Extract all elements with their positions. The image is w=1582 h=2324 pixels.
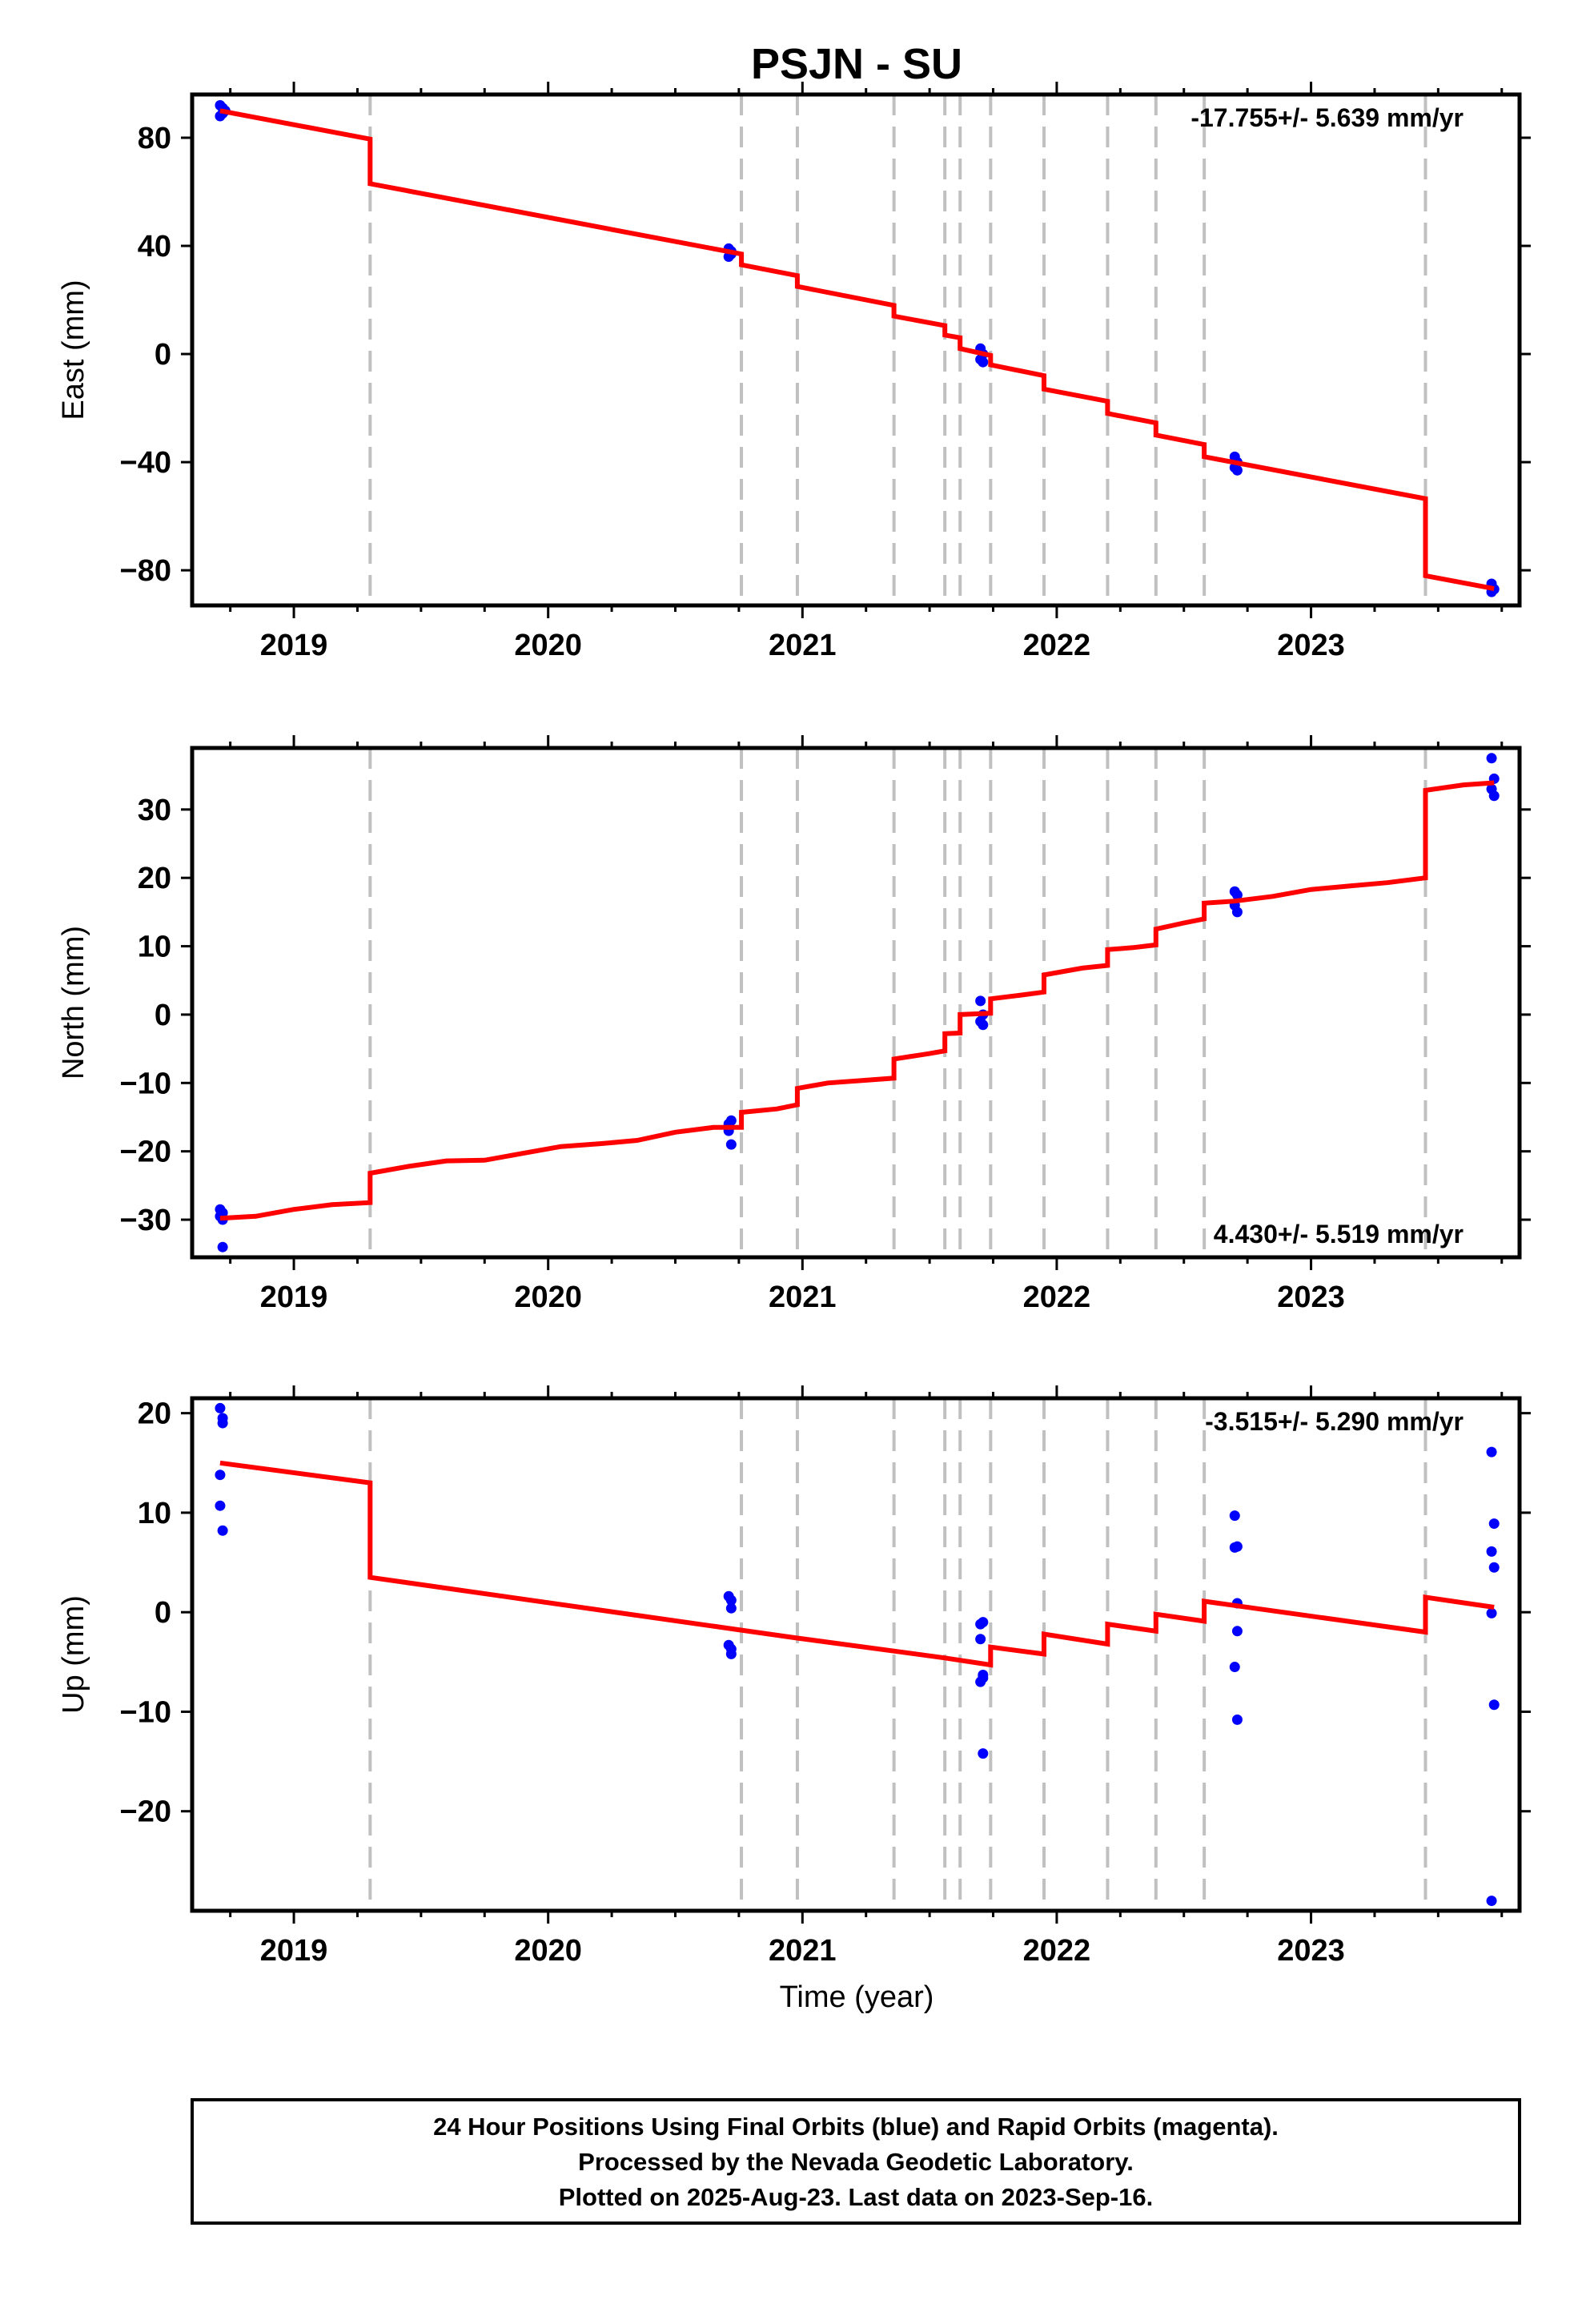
y-tick-label-north-6: −30	[120, 1204, 171, 1237]
y-tick-label-east-3: −40	[120, 446, 171, 480]
y-tick-label-east-2: 0	[155, 338, 171, 372]
plot-frame-north	[190, 746, 1522, 1260]
data-point-north-13	[978, 1019, 989, 1031]
rate-label-east: -17.755+/- 5.639 mm/yr	[1191, 103, 1464, 132]
data-point-up-28	[1486, 1546, 1497, 1557]
data-point-up-24	[1229, 1662, 1240, 1673]
data-point-east-12	[978, 356, 989, 368]
panel-east: 80 40 0 −40 −80 2019 2020 2021 2022 2023 East (mm)…	[57, 82, 1531, 662]
y-axis-label-east: East (mm)	[57, 279, 90, 420]
footer-line-3: Plotted on 2025-Aug-23. Last data on 202…	[559, 2183, 1153, 2211]
x-tick-label-north-1: 2020	[514, 1281, 582, 1314]
data-point-up-0	[215, 1402, 226, 1413]
x-tick-label-north-3: 2022	[1023, 1281, 1091, 1314]
y-tick-label-north-4: −10	[120, 1067, 171, 1100]
data-point-up-27	[1488, 1518, 1500, 1530]
y-tick-label-up-0: 20	[138, 1397, 171, 1431]
data-point-up-7	[725, 1594, 737, 1606]
y-tick-label-east-1: 40	[138, 230, 171, 263]
x-tick-label-east-0: 2019	[260, 629, 328, 662]
x-tick-label-up-2: 2021	[769, 1934, 837, 1968]
x-tick-label-east-3: 2022	[1023, 629, 1091, 662]
data-point-up-2	[217, 1417, 228, 1429]
data-point-north-4	[217, 1241, 228, 1252]
rate-label-up: -3.515+/- 5.290 mm/yr	[1205, 1407, 1464, 1436]
panel-up: 20 10 0 −10 −20 2019 2020 2021 2022 2023 Up (mm) -3…	[57, 1385, 1531, 1968]
chart-title: PSJN - SU	[751, 40, 962, 88]
data-point-up-32	[1486, 1896, 1497, 1907]
y-tick-label-north-0: 30	[138, 794, 171, 827]
data-point-up-18	[978, 1748, 989, 1759]
plot-frame-up	[190, 1396, 1522, 1913]
data-point-up-23	[1231, 1626, 1243, 1637]
y-axis-label-north: North (mm)	[57, 926, 90, 1080]
panel-north: 30 20 10 0 −10 −20 −30 2019 2020 2021 2022 2023 Nort…	[57, 735, 1531, 1314]
y-tick-label-up-3: −10	[120, 1695, 171, 1729]
x-axis-label: Time (year)	[780, 1980, 934, 2014]
data-point-up-29	[1488, 1562, 1500, 1573]
data-point-up-4	[215, 1500, 226, 1511]
data-point-east-16	[1231, 464, 1243, 476]
data-point-north-21	[1488, 790, 1500, 802]
data-point-north-8	[725, 1139, 737, 1150]
x-tick-label-up-0: 2019	[260, 1934, 328, 1968]
data-point-north-15	[1231, 890, 1243, 901]
plot-frame-east	[190, 92, 1522, 608]
data-point-up-3	[215, 1470, 226, 1481]
fit-line-up	[219, 1460, 1495, 1668]
y-tick-label-north-5: −20	[120, 1136, 171, 1169]
data-point-up-11	[725, 1648, 737, 1659]
data-point-up-25	[1231, 1714, 1243, 1725]
data-point-north-18	[1486, 753, 1497, 764]
x-tick-label-up-1: 2020	[514, 1934, 582, 1968]
data-point-up-14	[975, 1634, 986, 1645]
y-tick-label-east-4: −80	[120, 554, 171, 588]
y-tick-label-north-2: 10	[138, 931, 171, 964]
x-tick-label-north-4: 2023	[1277, 1281, 1345, 1314]
x-tick-label-north-2: 2021	[769, 1281, 837, 1314]
footer-line-2: Processed by the Nevada Geodetic Laborat…	[578, 2148, 1134, 2176]
fit-line-east	[219, 108, 1495, 592]
y-axis-label-up: Up (mm)	[57, 1595, 90, 1714]
y-tick-label-up-1: 10	[138, 1497, 171, 1530]
data-point-up-19	[1229, 1510, 1240, 1522]
data-point-up-21	[1229, 1542, 1240, 1553]
data-point-north-17	[1231, 907, 1243, 918]
x-tick-label-east-2: 2021	[769, 629, 837, 662]
y-tick-label-up-4: −20	[120, 1795, 171, 1829]
data-point-up-8	[725, 1602, 737, 1614]
footer-line-1: 24 Hour Positions Using Final Orbits (bl…	[433, 2113, 1279, 2141]
data-point-up-31	[1488, 1699, 1500, 1711]
data-point-up-5	[217, 1525, 228, 1536]
data-point-up-30	[1486, 1607, 1497, 1618]
x-tick-label-up-3: 2022	[1023, 1934, 1091, 1968]
data-point-up-26	[1486, 1446, 1497, 1458]
y-tick-label-north-3: 0	[155, 999, 171, 1032]
x-tick-label-east-1: 2020	[514, 629, 582, 662]
x-tick-label-up-4: 2023	[1277, 1934, 1345, 1968]
data-point-up-17	[975, 1676, 986, 1687]
y-tick-label-east-0: 80	[138, 122, 171, 155]
fit-line-north	[219, 780, 1495, 1221]
data-point-north-10	[975, 995, 986, 1007]
y-tick-label-north-1: 20	[138, 862, 171, 895]
rate-label-north: 4.430+/- 5.519 mm/yr	[1214, 1220, 1464, 1248]
footer-border	[191, 2098, 1521, 2225]
footer-box: 24 Hour Positions Using Final Orbits (bl…	[191, 2098, 1521, 2225]
x-tick-label-north-0: 2019	[260, 1281, 328, 1314]
x-tick-label-east-4: 2023	[1277, 629, 1345, 662]
data-point-up-13	[978, 1617, 989, 1628]
y-tick-label-up-2: 0	[155, 1596, 171, 1630]
